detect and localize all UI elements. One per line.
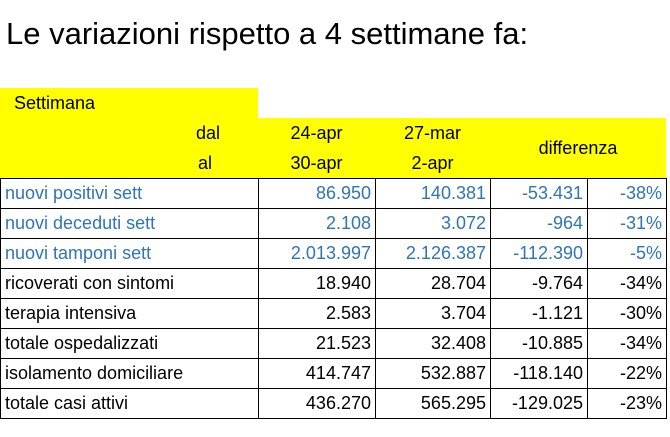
cell: -34% xyxy=(587,328,667,359)
cell: 32.408 xyxy=(375,328,491,359)
difference-label: differenza xyxy=(538,138,618,158)
from-label: dal xyxy=(195,123,220,143)
week-label: Settimana xyxy=(14,93,96,113)
row-label: totale ospedalizzati xyxy=(0,328,259,359)
cell: -23% xyxy=(587,388,667,419)
cell: 414.747 xyxy=(258,358,376,389)
column-from: 27-mar xyxy=(403,123,461,143)
header-fill xyxy=(0,88,258,118)
column-to: 30-apr xyxy=(290,153,343,173)
column-to: 2-apr xyxy=(411,153,454,173)
header-fill xyxy=(0,118,666,178)
page-title: Le variazioni rispetto a 4 settimane fa: xyxy=(6,16,529,51)
cell: -38% xyxy=(587,178,667,209)
cell: -53.431 xyxy=(490,178,588,209)
cell: 2.013.997 xyxy=(258,238,376,269)
cell: 3.072 xyxy=(375,208,491,239)
cell: 565.295 xyxy=(375,388,491,419)
cell: -1.121 xyxy=(490,298,588,329)
cell: 436.270 xyxy=(258,388,376,419)
cell: 21.523 xyxy=(258,328,376,359)
cell: 18.940 xyxy=(258,268,376,299)
cell: -112.390 xyxy=(490,238,588,269)
cell: 532.887 xyxy=(375,358,491,389)
row-label: terapia intensiva xyxy=(0,298,259,329)
column-from: 24-apr xyxy=(290,123,343,143)
cell: -30% xyxy=(587,298,667,329)
cell: 2.126.387 xyxy=(375,238,491,269)
row-label: nuovi positivi sett xyxy=(0,178,259,209)
cell: 2.583 xyxy=(258,298,376,329)
cell: -22% xyxy=(587,358,667,389)
row-label: ricoverati con sintomi xyxy=(0,268,259,299)
cell: 2.108 xyxy=(258,208,376,239)
to-label: al xyxy=(197,153,212,173)
cell: -129.025 xyxy=(490,388,588,419)
row-label: totale casi attivi xyxy=(0,388,259,419)
row-label: isolamento domiciliare xyxy=(0,358,259,389)
row-label: nuovi deceduti sett xyxy=(0,208,259,239)
cell: -5% xyxy=(587,238,667,269)
cell: -31% xyxy=(587,208,667,239)
cell: 86.950 xyxy=(258,178,376,209)
cell: -34% xyxy=(587,268,667,299)
cell: 140.381 xyxy=(375,178,491,209)
cell: -9.764 xyxy=(490,268,588,299)
cell: 3.704 xyxy=(375,298,491,329)
cell: -964 xyxy=(490,208,588,239)
cell: -118.140 xyxy=(490,358,588,389)
row-label: nuovi tamponi sett xyxy=(0,238,259,269)
cell: 28.704 xyxy=(375,268,491,299)
cell: -10.885 xyxy=(490,328,588,359)
